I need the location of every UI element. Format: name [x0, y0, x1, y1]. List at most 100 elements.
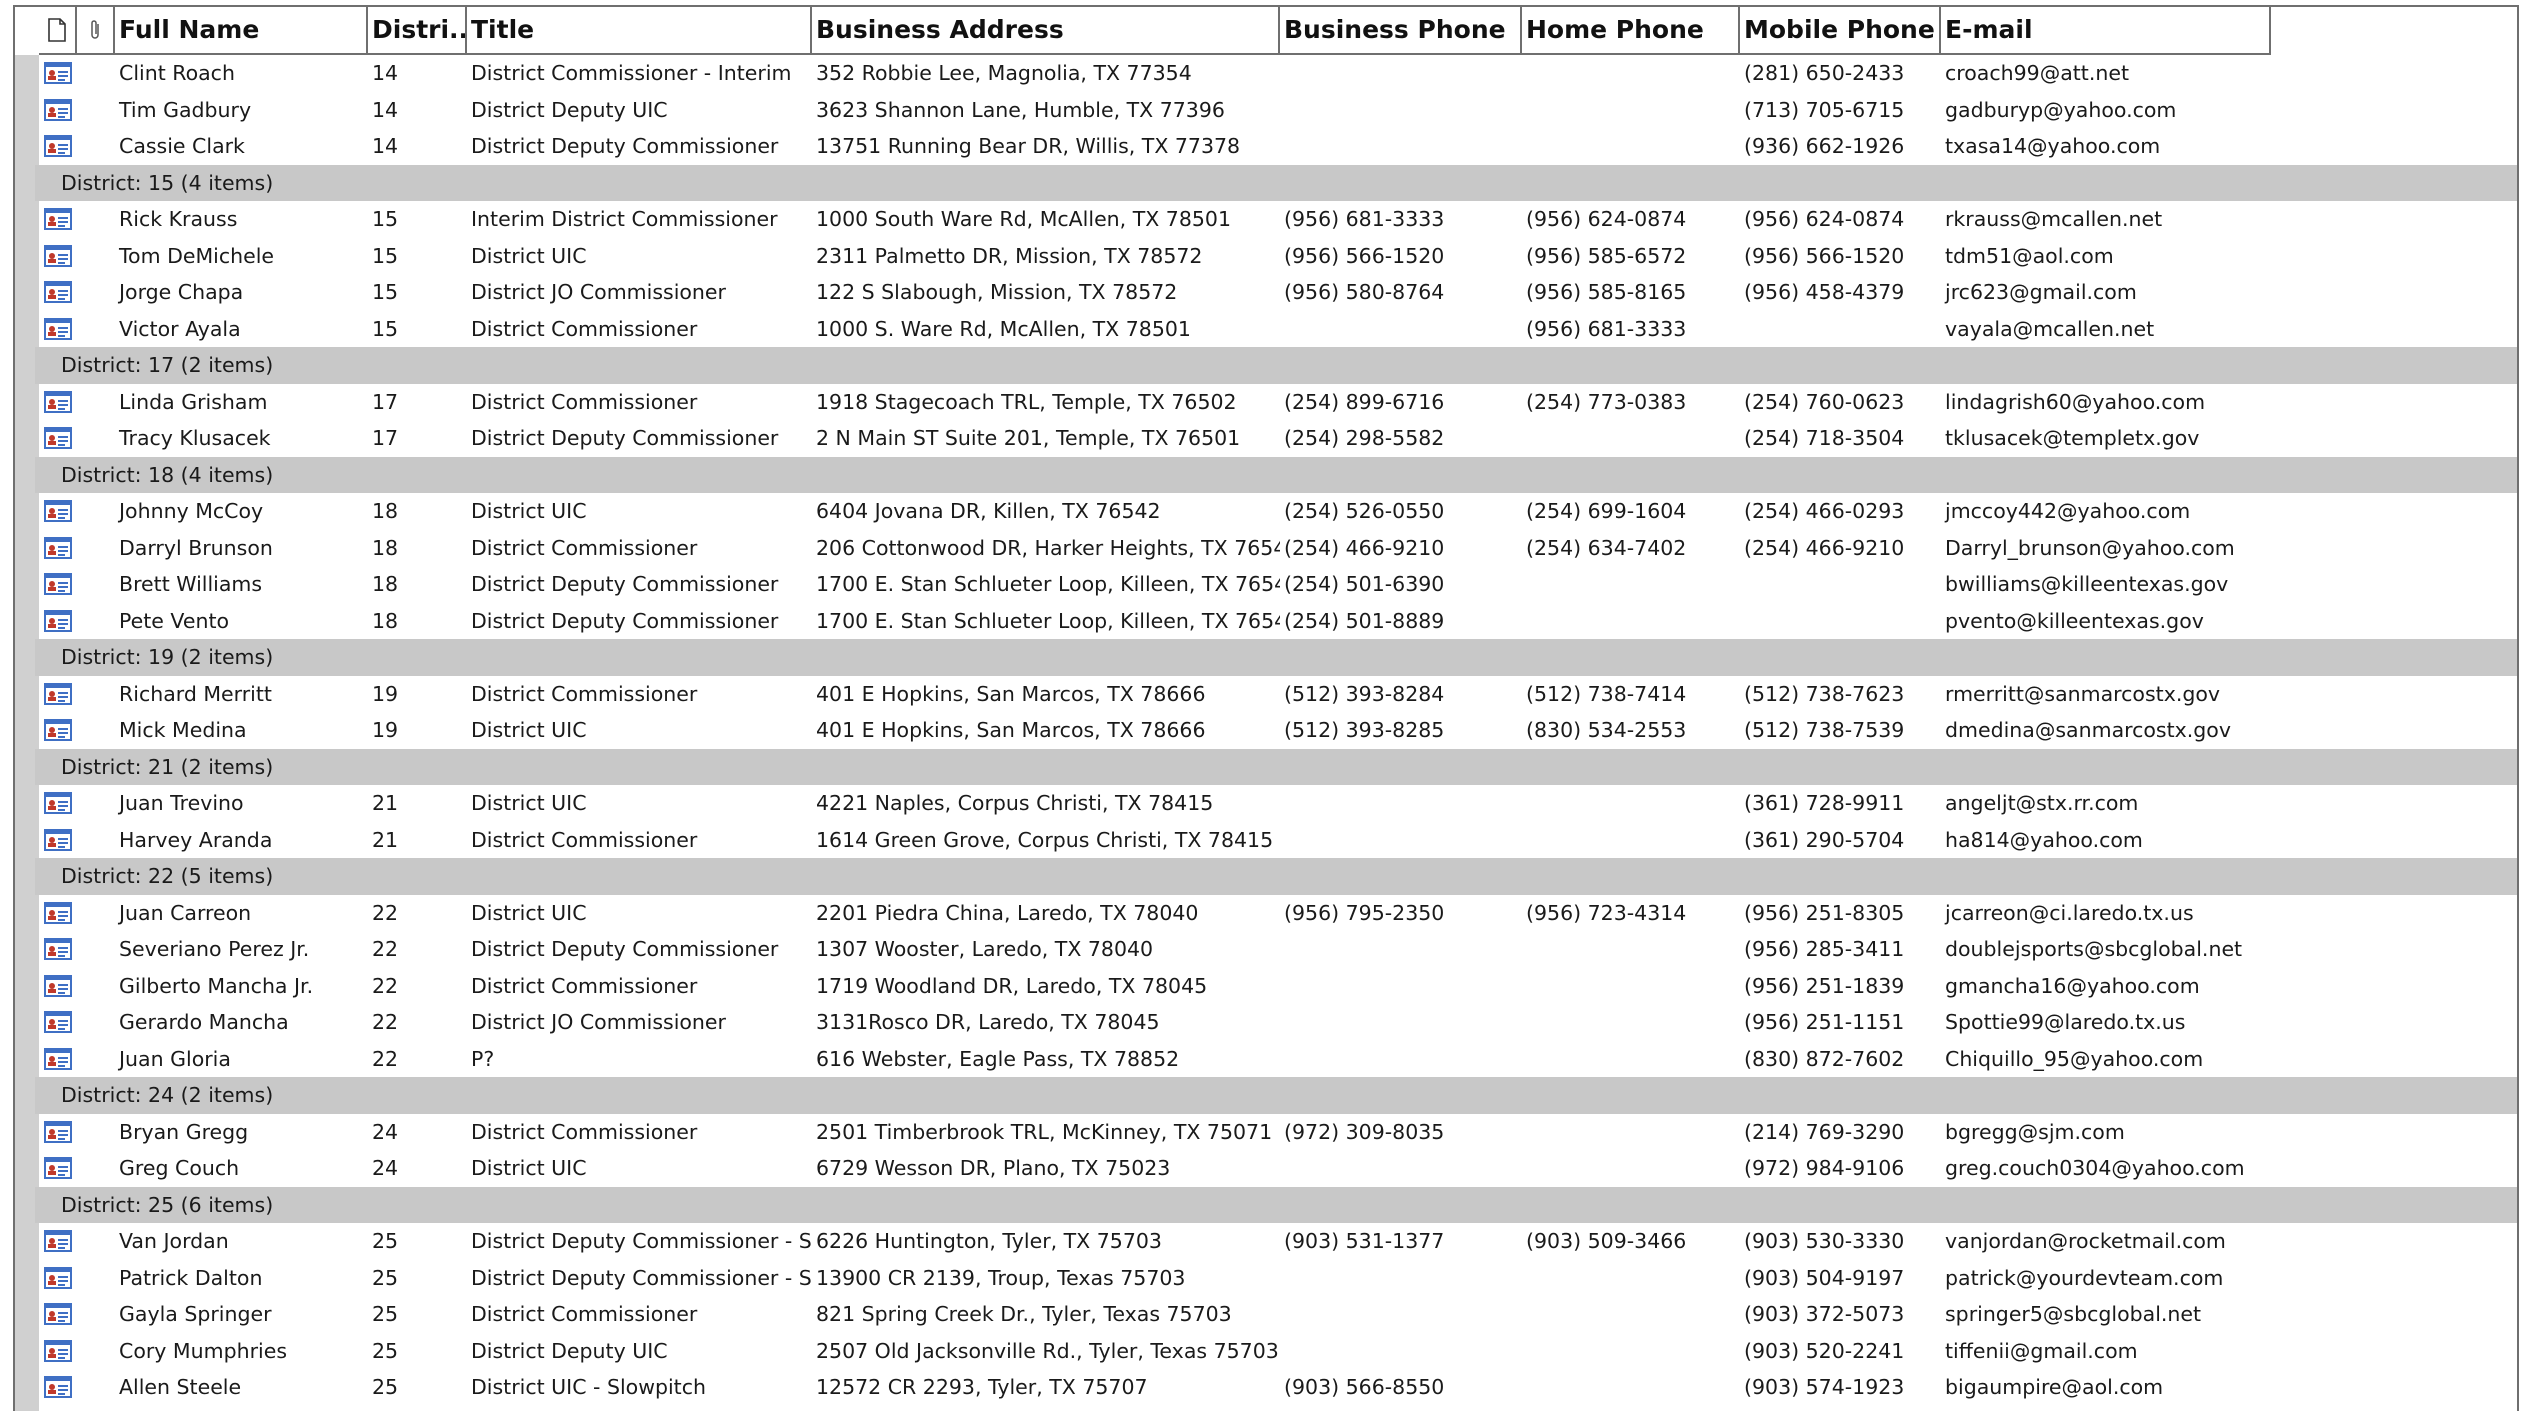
contact-row[interactable]: Juan Carreon 22 District UIC 2201 Piedra Ch… — [39, 895, 2517, 932]
cell-district: 24 — [372, 1119, 399, 1144]
column-header-home-phone[interactable]: Home Phone — [1522, 7, 1740, 53]
group-header-label: District: 19 (2 items) — [61, 645, 274, 670]
group-header-row[interactable]: District: 22 (5 items) — [35, 858, 2517, 895]
contact-row[interactable]: Tom DeMichele 15 District UIC 2311 Palmetto… — [39, 238, 2517, 275]
group-header-row[interactable]: District: 19 (2 items) — [35, 639, 2517, 676]
group-header-row[interactable]: District: 15 (4 items) — [35, 164, 2517, 201]
cell-email: ha814@yahoo.com — [1945, 827, 2143, 852]
contact-row[interactable]: Rick Krauss 15 Interim District Commission… — [39, 201, 2517, 238]
row-icon-cell — [39, 822, 77, 859]
cell-home-phone: (512) 738-7414 — [1526, 681, 1687, 706]
row-icon-cell — [39, 931, 77, 968]
group-header-row[interactable]: District: 17 (2 items) — [35, 347, 2517, 384]
group-header-row[interactable]: District: 25 (6 items) — [35, 1186, 2517, 1223]
cell-email: bwilliams@killeentexas.gov — [1945, 572, 2229, 597]
cell-business-address: 122 S Slabough, Mission, TX 78572 — [816, 280, 1178, 305]
contact-card-icon — [44, 317, 72, 340]
contact-card-icon — [44, 390, 72, 413]
contact-row[interactable]: Linda Grisham 17 District Commissioner 1918… — [39, 384, 2517, 421]
contact-row[interactable]: Allen Steele 25 District UIC - Slowpitch 12… — [39, 1369, 2517, 1406]
cell-business-address: 821 Spring Creek Dr., Tyler, Texas 75703 — [816, 1302, 1232, 1327]
contact-row[interactable]: Greg Couch 24 District UIC 6729 Wesson DR, … — [39, 1150, 2517, 1187]
contact-row[interactable]: Harvey Aranda 21 District Commissioner 1614… — [39, 822, 2517, 859]
group-header-row[interactable]: District: 24 (2 items) — [35, 1077, 2517, 1114]
cell-title: District Commissioner — [471, 389, 698, 414]
cell-business-phone: (956) 566-1520 — [1284, 243, 1445, 268]
contact-row[interactable]: Juan Trevino 21 District UIC 4221 Naples, C… — [39, 785, 2517, 822]
column-header-business-phone[interactable]: Business Phone — [1280, 7, 1522, 53]
cell-email: Chiquillo_95@yahoo.com — [1945, 1046, 2204, 1071]
contact-row[interactable]: Richard Merritt 19 District Commissioner 40… — [39, 676, 2517, 713]
cell-business-address: 12572 CR 2293, Tyler, TX 75707 — [816, 1375, 1148, 1400]
column-header-attachment[interactable] — [77, 7, 115, 53]
cell-full-name: Rick Krauss — [119, 207, 238, 232]
cell-mobile-phone: (713) 705-6715 — [1744, 97, 1905, 122]
cell-title: District UIC — [471, 718, 587, 743]
row-attachment-cell — [77, 530, 115, 567]
cell-full-name: Tom DeMichele — [119, 243, 275, 268]
column-header-business-address[interactable]: Business Address — [812, 7, 1280, 53]
cell-mobile-phone: (361) 728-9911 — [1744, 791, 1905, 816]
cell-home-phone: (254) 634-7402 — [1526, 535, 1687, 560]
row-icon-cell — [39, 676, 77, 713]
contact-row[interactable]: Bryan Gregg 24 District Commissioner 2501 T… — [39, 1114, 2517, 1151]
cell-email: dmedina@sanmarcostx.gov — [1945, 718, 2231, 743]
row-icon-cell — [39, 1333, 77, 1370]
contact-row[interactable]: Severiano Perez Jr. 22 District Deputy Com… — [39, 931, 2517, 968]
contact-card-icon — [44, 573, 72, 596]
column-header-email[interactable]: E-mail — [1941, 7, 2271, 53]
contact-row[interactable]: Cory Mumphries 25 District Deputy UIC 2507 … — [39, 1333, 2517, 1370]
column-header-full-name[interactable]: Full Name — [115, 7, 368, 53]
row-icon-cell — [39, 1223, 77, 1260]
cell-title: District Deputy Commissioner - SP — [471, 1229, 812, 1254]
contact-row[interactable]: Brett Williams 18 District Deputy Commissi… — [39, 566, 2517, 603]
column-header-icon[interactable] — [39, 7, 77, 53]
row-icon-cell — [39, 785, 77, 822]
contact-row[interactable]: Tim Gadbury 14 District Deputy UIC 3623 Sha… — [39, 92, 2517, 129]
cell-district: 18 — [372, 499, 399, 524]
row-selector-gutter[interactable] — [15, 55, 39, 1411]
cell-title: District UIC — [471, 900, 587, 925]
cell-district: 25 — [372, 1338, 399, 1363]
row-attachment-cell — [77, 603, 115, 640]
contact-row[interactable]: Cassie Clark 14 District Deputy Commission… — [39, 128, 2517, 165]
column-header-title[interactable]: Title — [467, 7, 812, 53]
cell-email: croach99@att.net — [1945, 61, 2129, 86]
cell-business-address: 3131Rosco DR, Laredo, TX 78045 — [816, 1010, 1160, 1035]
contact-row[interactable]: Pete Vento 18 District Deputy Commissioner… — [39, 603, 2517, 640]
cell-home-phone: (254) 773-0383 — [1526, 389, 1687, 414]
contact-row[interactable]: Patrick Dalton 25 District Deputy Commissi… — [39, 1260, 2517, 1297]
cell-email: jrc623@gmail.com — [1945, 280, 2137, 305]
row-icon-cell — [39, 603, 77, 640]
cell-full-name: Cory Mumphries — [119, 1338, 288, 1363]
contact-row[interactable]: Juan Gloria 22 P? 616 Webster, Eagle Pass, … — [39, 1041, 2517, 1078]
group-header-label: District: 25 (6 items) — [61, 1192, 274, 1217]
contact-row[interactable]: Jorge Chapa 15 District JO Commissioner 122… — [39, 274, 2517, 311]
cell-email: Darryl_brunson@yahoo.com — [1945, 535, 2235, 560]
cell-district: 25 — [372, 1229, 399, 1254]
cell-business-address: 2507 Old Jacksonville Rd., Tyler, Texas … — [816, 1338, 1279, 1363]
contact-row[interactable]: Gayla Springer 25 District Commissioner 821… — [39, 1296, 2517, 1333]
group-header-row[interactable]: District: 18 (4 items) — [35, 456, 2517, 493]
contact-row[interactable]: Victor Ayala 15 District Commissioner 1000 … — [39, 311, 2517, 348]
contact-card-icon — [44, 1157, 72, 1180]
contact-row[interactable]: Tracy Klusacek 17 District Deputy Commissi… — [39, 420, 2517, 457]
cell-business-address: 13751 Running Bear DR, Willis, TX 77378 — [816, 134, 1241, 159]
cell-district: 18 — [372, 535, 399, 560]
contact-row[interactable]: Clint Roach 14 District Commissioner - Int… — [39, 55, 2517, 92]
cell-district: 22 — [372, 1046, 399, 1071]
contact-row[interactable]: Gilberto Mancha Jr. 22 District Commission… — [39, 968, 2517, 1005]
cell-email: rmerritt@sanmarcostx.gov — [1945, 681, 2221, 706]
contact-row[interactable]: Gerardo Mancha 22 District JO Commissioner… — [39, 1004, 2517, 1041]
column-header-mobile-phone[interactable]: Mobile Phone — [1740, 7, 1941, 53]
cell-title: District Deputy Commissioner - SP — [471, 1265, 812, 1290]
contact-row[interactable]: Van Jordan 25 District Deputy Commissioner… — [39, 1223, 2517, 1260]
column-header-district[interactable]: Distri... — [368, 7, 467, 53]
group-header-row[interactable]: District: 21 (2 items) — [35, 748, 2517, 785]
contact-row[interactable]: Mick Medina 19 District UIC 401 E Hopkins, … — [39, 712, 2517, 749]
contact-row[interactable]: Darryl Brunson 18 District Commissioner 206… — [39, 530, 2517, 567]
cell-title: District Deputy UIC — [471, 1338, 668, 1363]
cell-home-phone: (956) 723-4314 — [1526, 900, 1687, 925]
contact-row[interactable]: Johnny McCoy 18 District UIC 6404 Jovana DR… — [39, 493, 2517, 530]
cell-district: 15 — [372, 207, 399, 232]
